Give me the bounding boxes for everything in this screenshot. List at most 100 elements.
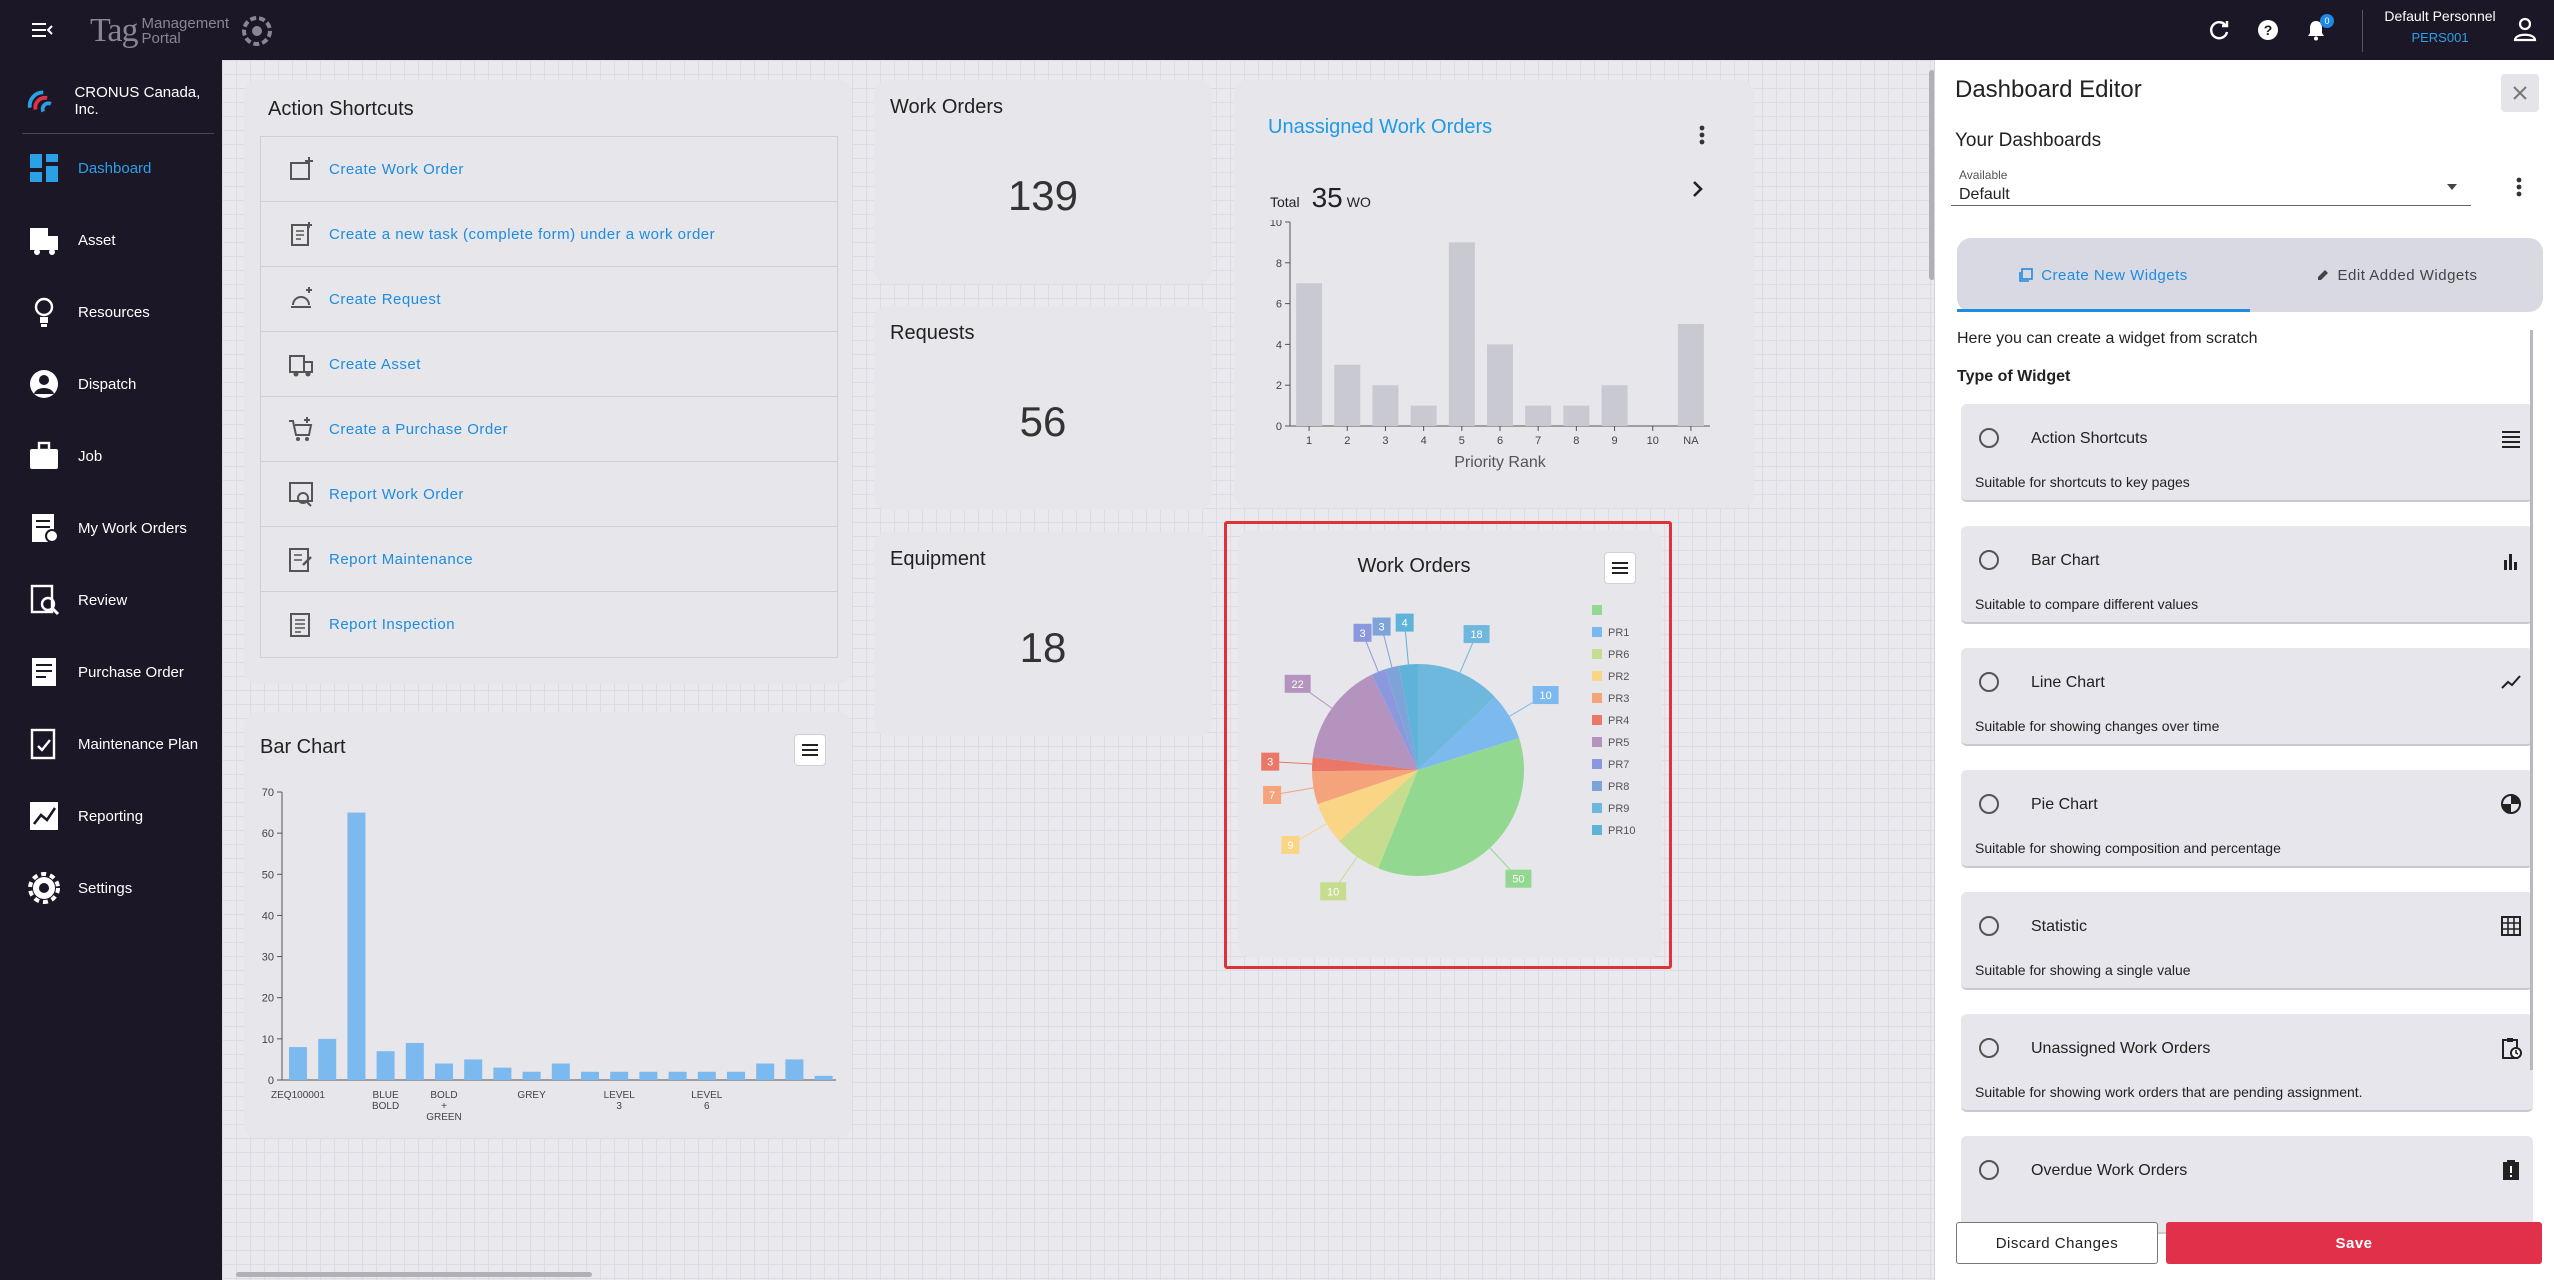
shortcut-report-work-order[interactable]: Report Work Order xyxy=(261,462,837,527)
refresh-icon[interactable] xyxy=(2208,18,2232,42)
chart-menu-button[interactable] xyxy=(794,734,826,766)
stat-value: 18 xyxy=(1019,624,1067,671)
shortcut-create-asset[interactable]: Create Asset xyxy=(261,332,837,397)
shortcut-report-inspection[interactable]: Report Inspection xyxy=(261,592,837,657)
dispatch-icon xyxy=(26,366,62,402)
hamburger-menu-icon xyxy=(1612,562,1628,574)
sidebar-item-label: Job xyxy=(78,447,103,465)
x-tick-label: BOLD xyxy=(372,1101,399,1112)
pie-data-label-box xyxy=(1320,882,1347,901)
clipboard-clock-icon xyxy=(2502,1038,2522,1059)
sidebar-item-purchase-order[interactable]: Purchase Order xyxy=(26,652,184,692)
account-icon[interactable] xyxy=(2512,16,2538,42)
widget-option-name: Action Shortcuts xyxy=(2031,430,2148,447)
discard-changes-button[interactable]: Discard Changes xyxy=(1956,1222,2158,1264)
tab-create-new-widgets[interactable]: Create New Widgets xyxy=(1957,238,2250,312)
sidebar-item-reporting[interactable]: Reporting xyxy=(26,796,143,836)
work-orders-stat-widget[interactable]: Work Orders 139 xyxy=(874,80,1212,284)
equipment-stat-widget[interactable]: Equipment 18 xyxy=(874,532,1212,736)
widget-radio[interactable] xyxy=(1979,1038,1999,1058)
y-tick-label: 50 xyxy=(262,869,274,881)
pie-slice-pr6 xyxy=(1339,770,1418,869)
widget-option-description: Suitable to compare different values xyxy=(1975,596,2199,612)
bar-priority-6 xyxy=(1487,344,1513,426)
panel-scrollbar[interactable] xyxy=(2530,330,2533,1070)
unassigned-title[interactable]: Unassigned Work Orders xyxy=(1268,116,1493,138)
pie-data-label-box xyxy=(1372,617,1391,636)
widget-radio[interactable] xyxy=(1979,1160,1999,1180)
widget-option-bar-chart[interactable]: Bar Chart Suitable to compare different v… xyxy=(1961,526,2533,624)
shortcut-create-a-new-task-complete-form-under-a-work-order[interactable]: Create a new task (complete form) under … xyxy=(261,202,837,267)
logo-line2: Portal xyxy=(141,30,181,47)
legend-label: PR7 xyxy=(1608,759,1629,771)
pie-data-label-box xyxy=(1463,625,1490,644)
total-unit: WO xyxy=(1346,194,1371,210)
widget-option-line-chart[interactable]: Line Chart Suitable for showing changes o… xyxy=(1961,648,2533,746)
your-dashboards-heading: Your Dashboards xyxy=(1955,130,2102,151)
legend-label: PR2 xyxy=(1608,671,1629,683)
job-icon xyxy=(26,438,62,474)
action-shortcuts-widget[interactable]: Action Shortcuts Create Work Order Create… xyxy=(244,80,852,684)
sidebar-item-dispatch[interactable]: Dispatch xyxy=(26,364,136,404)
sidebar-item-settings[interactable]: Settings xyxy=(26,868,132,908)
settings-icon xyxy=(26,870,62,906)
user-info[interactable]: Default Personnel PERS001 xyxy=(2382,8,2498,45)
shortcut-icon xyxy=(291,287,312,308)
chevron-right-icon[interactable] xyxy=(1690,178,1706,200)
sidebar-item-my-work-orders[interactable]: My Work Orders xyxy=(26,508,187,548)
requests-stat-widget[interactable]: Requests 56 xyxy=(874,306,1212,510)
sidebar-item-resources[interactable]: Resources xyxy=(26,292,150,332)
canvas-vertical-scrollbar[interactable] xyxy=(1929,70,1935,280)
more-options-icon[interactable] xyxy=(2515,176,2523,198)
help-icon[interactable]: ? xyxy=(2256,18,2280,42)
canvas-horizontal-scrollbar[interactable] xyxy=(236,1272,592,1277)
pie-slice-pr8 xyxy=(1385,665,1418,770)
list-icon xyxy=(2502,431,2520,448)
company-selector[interactable]: CRONUS Canada, Inc. xyxy=(26,84,222,118)
type-of-widget-heading: Type of Widget xyxy=(1957,368,2071,385)
widget-option-statistic[interactable]: Statistic Suitable for showing a single v… xyxy=(1961,892,2533,990)
shortcut-create-work-order[interactable]: Create Work Order xyxy=(261,137,837,202)
sidebar-item-label: Dashboard xyxy=(78,159,152,177)
widget-radio[interactable] xyxy=(1979,428,1999,448)
notifications-bell-icon[interactable] xyxy=(2304,18,2328,42)
tab-edit-added-widgets[interactable]: Edit Added Widgets xyxy=(2250,238,2543,312)
asset-icon xyxy=(26,222,62,258)
widget-option-unassigned-work-orders[interactable]: Unassigned Work Orders Suitable for showi… xyxy=(1961,1014,2533,1112)
widget-radio[interactable] xyxy=(1979,672,1999,692)
shortcut-report-maintenance[interactable]: Report Maintenance xyxy=(261,527,837,592)
more-options-icon[interactable] xyxy=(1698,124,1706,146)
bar-chart-widget[interactable]: Bar Chart 0 10 20 30 40 50 60 70 ZEQ100001 BLUE BOL… xyxy=(244,712,852,1138)
widget-radio[interactable] xyxy=(1979,794,1999,814)
pie-data-label-box xyxy=(1532,686,1559,705)
shortcut-create-a-purchase-order[interactable]: Create a Purchase Order xyxy=(261,397,837,462)
sidebar-item-dashboard[interactable]: Dashboard xyxy=(26,148,151,188)
dropdown-arrow-icon xyxy=(2447,184,2457,190)
sidebar-item-maintenance-plan[interactable]: Maintenance Plan xyxy=(26,724,198,764)
widget-option-name: Bar Chart xyxy=(2031,552,2100,569)
shortcut-label: Report Inspection xyxy=(329,616,456,633)
sidebar-item-asset[interactable]: Asset xyxy=(26,220,116,260)
pie-data-label: 7 xyxy=(1269,790,1275,802)
widget-option-action-shortcuts[interactable]: Action Shortcuts Suitable for shortcuts t… xyxy=(1961,404,2533,502)
chart-menu-button[interactable] xyxy=(1604,552,1636,584)
widget-radio[interactable] xyxy=(1979,550,1999,570)
pie-data-label: 22 xyxy=(1292,679,1304,691)
widget-option-overdue-work-orders[interactable]: Overdue Work Orders xyxy=(1961,1136,2533,1234)
widget-option-pie-chart[interactable]: Pie Chart Suitable for showing compositio… xyxy=(1961,770,2533,868)
dashboard-select[interactable]: Available Default xyxy=(1951,160,2471,206)
widget-radio[interactable] xyxy=(1979,916,1999,936)
save-button[interactable]: Save xyxy=(2166,1222,2542,1264)
menu-collapse-icon[interactable] xyxy=(30,18,56,42)
legend-label: PR6 xyxy=(1608,649,1629,661)
shortcut-create-request[interactable]: Create Request xyxy=(261,267,837,332)
work-orders-pie-widget[interactable]: Work Orders 18 10 50 10 9 7 3 22 3 3 4 PR1 PR6 PR2 PR3 P… xyxy=(1238,530,1662,958)
bar-priority-5 xyxy=(1448,242,1475,426)
sidebar-item-job[interactable]: Job xyxy=(26,436,102,476)
x-tick-label: 5 xyxy=(1459,435,1465,447)
sidebar-item-review[interactable]: Review xyxy=(26,580,127,620)
close-panel-button[interactable] xyxy=(2501,74,2539,112)
sidebar-item-label: Maintenance Plan xyxy=(78,735,199,753)
app-logo[interactable]: Tag Management Portal xyxy=(90,12,275,50)
